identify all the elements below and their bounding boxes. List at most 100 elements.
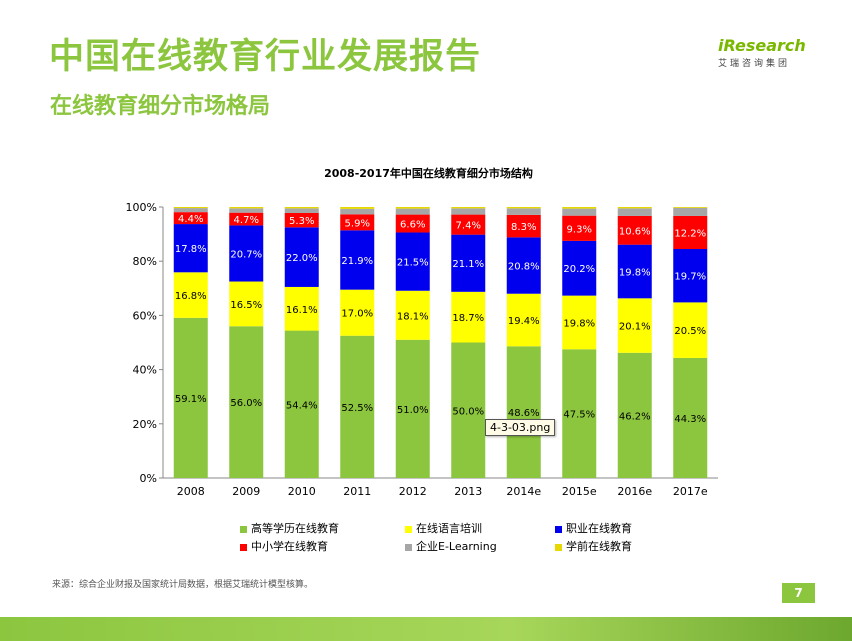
bar-segment — [173, 208, 208, 213]
bar-segment — [673, 302, 708, 358]
bar-segment — [229, 326, 264, 478]
data-label: 20.2% — [563, 264, 595, 275]
bar-segment — [673, 249, 708, 303]
bar-segment — [340, 207, 375, 209]
y-tick-label: 0% — [140, 472, 157, 485]
bar-segment — [562, 208, 597, 216]
data-label: 19.8% — [619, 267, 651, 278]
data-label: 7.4% — [456, 221, 481, 232]
bar-segment — [284, 227, 319, 287]
bar-segment — [673, 215, 708, 250]
bar-segment — [340, 214, 375, 231]
data-label: 8.3% — [511, 222, 536, 233]
bar-segment — [395, 232, 430, 291]
legend-swatch — [555, 525, 562, 533]
data-label: 20.8% — [508, 262, 540, 273]
bar-segment — [284, 330, 319, 478]
legend-label: 企业E-Learning — [416, 540, 497, 553]
data-label: 17.8% — [175, 244, 207, 255]
bar-segment — [229, 208, 264, 213]
bar-segment — [506, 237, 541, 294]
legend-item: 企业E-Learning — [405, 538, 497, 554]
bar-segment — [451, 208, 486, 215]
page-subtitle: 在线教育细分市场格局 — [50, 94, 271, 119]
iresearch-logo: iResearch 艾瑞咨询集团 — [718, 36, 808, 69]
bar-segment — [173, 272, 208, 318]
legend-item: 学前在线教育 — [555, 538, 632, 554]
bar-segment — [451, 291, 486, 343]
data-label: 22.0% — [286, 253, 318, 264]
bar-segment — [340, 335, 375, 478]
source-note: 来源：综合企业财报及国家统计局数据，根据艾瑞统计模型核算。 — [52, 580, 314, 590]
data-label: 20.1% — [619, 322, 651, 333]
data-label: 16.5% — [230, 300, 262, 311]
data-label: 20.7% — [230, 249, 262, 260]
data-label: 52.5% — [341, 403, 373, 414]
data-label: 20.5% — [674, 326, 706, 337]
bar-segment — [617, 208, 652, 216]
data-label: 54.4% — [286, 400, 318, 411]
data-label: 21.1% — [452, 259, 484, 270]
data-label: 46.2% — [619, 411, 651, 422]
legend-item: 职业在线教育 — [555, 520, 632, 536]
page-title: 中国在线教育行业发展报告 — [49, 37, 482, 77]
x-tick-label: 2015e — [562, 485, 597, 498]
data-label: 51.0% — [397, 405, 429, 416]
data-label: 16.1% — [286, 305, 318, 316]
bar-segment — [506, 293, 541, 347]
data-label: 6.6% — [400, 220, 425, 231]
logo-tagline: 艾瑞咨询集团 — [718, 59, 791, 69]
legend-swatch — [405, 525, 412, 533]
data-label: 4.7% — [234, 215, 259, 226]
data-label: 19.7% — [674, 272, 706, 283]
legend-label: 学前在线教育 — [566, 540, 632, 553]
bar-segment — [229, 281, 264, 327]
bar-segment — [173, 224, 208, 273]
x-tick-label: 2016e — [617, 485, 652, 498]
bar-segment — [506, 207, 541, 209]
legend-swatch — [555, 543, 562, 551]
bar-segment — [617, 215, 652, 245]
data-label: 18.1% — [397, 311, 429, 322]
bar-segment — [673, 207, 708, 216]
bar-segment — [506, 346, 541, 478]
bar-segment — [284, 212, 319, 228]
bar-segment — [173, 212, 208, 225]
bar-segment — [229, 207, 264, 209]
x-tick-label: 2014e — [506, 485, 541, 498]
bar-segment — [395, 207, 430, 209]
y-tick-label: 60% — [133, 309, 157, 322]
bar-segment — [562, 207, 597, 209]
data-label: 12.2% — [674, 228, 706, 239]
data-label: 48.6% — [508, 408, 540, 419]
data-label: 19.4% — [508, 316, 540, 327]
stacked-bar-chart: 2008-2017年中国在线教育细分市场结构 0% 20% 40% 60% 80% 100%… — [126, 166, 718, 498]
bar-segment — [229, 212, 264, 226]
data-label: 18.7% — [452, 313, 484, 324]
bar-segment — [395, 214, 430, 233]
bar-segment — [451, 342, 486, 478]
bar-segment — [284, 208, 319, 213]
data-label: 44.3% — [674, 414, 706, 425]
bar-segment — [229, 225, 264, 282]
legend-swatch — [240, 543, 247, 551]
legend-swatch — [240, 525, 247, 533]
y-tick-label: 40% — [133, 364, 157, 377]
bar-segment — [451, 234, 486, 292]
bar-segment — [173, 317, 208, 478]
bar-segment — [395, 339, 430, 478]
legend-label: 中小学在线教育 — [251, 540, 328, 553]
data-label: 4.4% — [178, 214, 203, 225]
y-tick-label: 20% — [133, 418, 157, 431]
bar-segment — [340, 208, 375, 215]
legend-item: 高等学历在线教育 — [240, 520, 339, 536]
y-tick-label: 100% — [126, 201, 157, 214]
legend-label: 职业在线教育 — [566, 522, 632, 535]
legend-item: 中小学在线教育 — [240, 538, 328, 554]
y-tick-label: 80% — [133, 255, 157, 268]
bar-segment — [173, 207, 208, 209]
bar-segment — [284, 286, 319, 331]
data-label: 50.0% — [452, 406, 484, 417]
data-label: 9.3% — [567, 224, 592, 235]
bar-segment — [673, 357, 708, 478]
